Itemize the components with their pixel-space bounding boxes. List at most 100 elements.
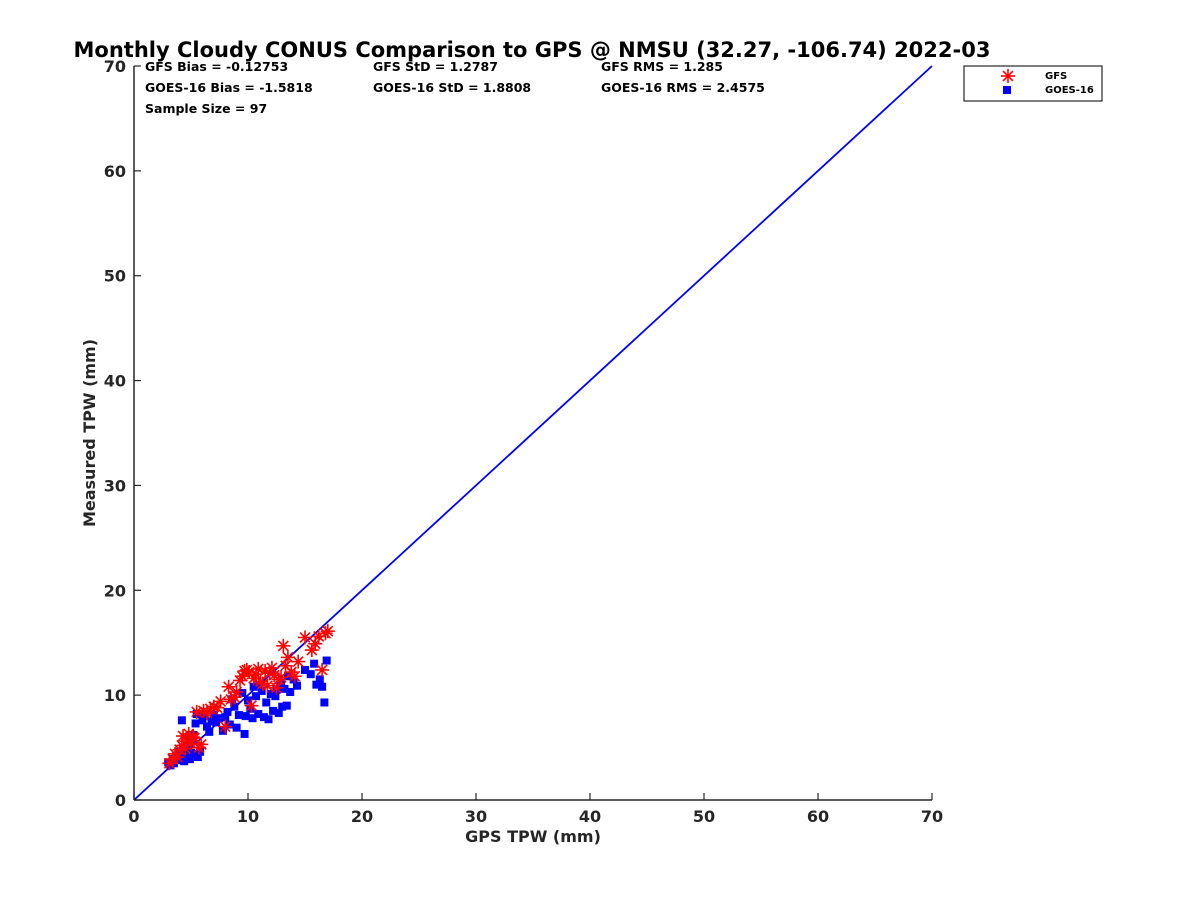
legend-goes16-label: GOES-16 bbox=[1045, 85, 1094, 96]
x-tick-label: 20 bbox=[351, 807, 373, 826]
goes16-point bbox=[269, 706, 278, 715]
goes16-point bbox=[241, 712, 250, 721]
x-tick-label: 10 bbox=[237, 807, 259, 826]
legend-gfs-label: GFS bbox=[1045, 71, 1067, 82]
x-tick-label: 30 bbox=[465, 807, 487, 826]
goes16-point bbox=[182, 750, 191, 759]
goes16-point bbox=[180, 757, 189, 766]
y-tick-label: 10 bbox=[104, 686, 126, 705]
y-tick-label: 70 bbox=[104, 57, 126, 76]
goes16-point bbox=[271, 692, 280, 701]
gfs-point bbox=[210, 700, 225, 715]
goes16-point bbox=[320, 698, 329, 707]
goes16-point bbox=[185, 755, 194, 764]
goes16-point bbox=[318, 682, 327, 691]
legend-box bbox=[963, 65, 1103, 102]
gfs-point bbox=[244, 698, 259, 713]
y-tick-label: 0 bbox=[115, 791, 126, 810]
goes16-point bbox=[218, 726, 227, 735]
goes16-point bbox=[221, 713, 230, 722]
goes16-point bbox=[257, 686, 266, 695]
gfs-point bbox=[304, 643, 319, 658]
legend: GFS GOES-16 bbox=[963, 65, 1103, 102]
goes16-point bbox=[209, 711, 218, 720]
goes16-point bbox=[289, 675, 298, 684]
y-axis-ticks: 0 10 20 30 40 50 60 70 bbox=[104, 57, 141, 810]
series-layer bbox=[162, 624, 335, 771]
goes16-point bbox=[230, 702, 239, 711]
goes16-point bbox=[215, 714, 224, 723]
goes16-point bbox=[238, 689, 247, 698]
goes16-point bbox=[262, 698, 271, 707]
gfs-point bbox=[229, 684, 244, 699]
goes16-point bbox=[274, 708, 283, 717]
y-axis-label: Measured TPW (mm) bbox=[80, 339, 99, 527]
gfs-point bbox=[269, 680, 284, 695]
goes16-point bbox=[177, 716, 186, 725]
goes16-point bbox=[306, 670, 315, 679]
goes16-point bbox=[193, 753, 202, 762]
y-tick-label: 50 bbox=[104, 267, 126, 286]
stat-goes16-rms: GOES-16 RMS = 2.4575 bbox=[601, 80, 765, 95]
gfs-point bbox=[291, 654, 306, 669]
goes16-point bbox=[248, 714, 257, 723]
goes16-point bbox=[223, 707, 232, 716]
gfs-point bbox=[276, 638, 291, 653]
y-tick-label: 40 bbox=[104, 372, 126, 391]
goes16-point bbox=[310, 659, 319, 668]
gfs-point bbox=[260, 678, 275, 693]
x-tick-label: 0 bbox=[128, 807, 139, 826]
legend-goes16-square bbox=[1003, 86, 1011, 94]
goes16-point bbox=[278, 702, 287, 711]
gfs-point bbox=[194, 737, 209, 752]
stat-gfs-std: GFS StD = 1.2787 bbox=[373, 59, 498, 74]
goes16-point bbox=[312, 680, 321, 689]
gfs-point bbox=[280, 650, 295, 665]
goes16-point bbox=[255, 680, 264, 689]
gfs-point bbox=[251, 661, 266, 676]
goes16-point bbox=[212, 718, 221, 727]
legend-gfs-marker bbox=[1001, 69, 1015, 83]
goes16-point bbox=[240, 729, 249, 738]
goes16-point bbox=[205, 727, 214, 736]
goes16-point bbox=[202, 722, 211, 731]
gfs-point bbox=[287, 669, 302, 684]
x-tick-label: 40 bbox=[579, 807, 601, 826]
goes16-point bbox=[259, 713, 268, 722]
goes16-point bbox=[246, 704, 255, 713]
goes16-point bbox=[254, 710, 263, 719]
x-tick-label: 70 bbox=[921, 807, 943, 826]
goes16-point bbox=[191, 719, 200, 728]
goes16-point bbox=[286, 687, 295, 696]
stat-goes16-bias: GOES-16 Bias = -1.5818 bbox=[145, 80, 313, 95]
x-tick-label: 60 bbox=[807, 807, 829, 826]
goes16-point bbox=[293, 681, 302, 690]
goes16-point bbox=[207, 717, 216, 726]
gfs-point bbox=[213, 694, 228, 709]
y-tick-label: 60 bbox=[104, 162, 126, 181]
y-tick-label: 20 bbox=[104, 581, 126, 600]
x-axis-label: GPS TPW (mm) bbox=[465, 827, 601, 846]
goes16-point bbox=[249, 682, 258, 691]
goes16-point bbox=[251, 692, 260, 701]
gfs-point bbox=[221, 679, 236, 694]
stat-goes16-std: GOES-16 StD = 1.8808 bbox=[373, 80, 531, 95]
reference-line-layer bbox=[133, 65, 933, 801]
gfs-point bbox=[218, 719, 233, 734]
goes16-point bbox=[266, 690, 275, 699]
goes16-point bbox=[232, 723, 241, 732]
goes16-point bbox=[282, 701, 291, 710]
chart-title: Monthly Cloudy CONUS Comparison to GPS @… bbox=[74, 38, 991, 62]
gfs-point bbox=[298, 630, 312, 645]
goes16-point bbox=[280, 684, 289, 693]
stat-sample-size: Sample Size = 97 bbox=[145, 101, 267, 116]
stats-block: GFS Bias = -0.12753 GFS StD = 1.2787 GFS… bbox=[145, 59, 765, 116]
legend-goes16-marker bbox=[1003, 86, 1011, 94]
stat-gfs-bias: GFS Bias = -0.12753 bbox=[145, 59, 288, 74]
goes16-point bbox=[174, 756, 183, 765]
goes16-point bbox=[264, 715, 273, 724]
gfs-point bbox=[274, 670, 289, 685]
goes16-point bbox=[301, 665, 309, 674]
goes16-point bbox=[244, 696, 252, 705]
